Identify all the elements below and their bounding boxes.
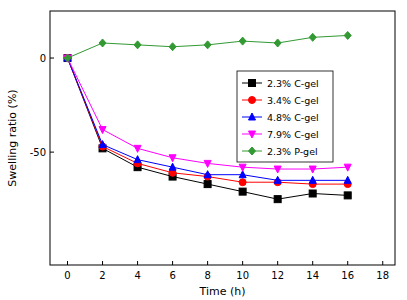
point bbox=[64, 55, 71, 62]
x-tick bbox=[67, 261, 68, 265]
legend-marker bbox=[249, 147, 256, 155]
point bbox=[99, 141, 106, 148]
point bbox=[169, 43, 176, 51]
y-tick-label: -50 bbox=[30, 147, 46, 158]
x-tick bbox=[312, 261, 313, 265]
series-line bbox=[68, 58, 348, 184]
series-line bbox=[68, 58, 348, 199]
point bbox=[169, 155, 176, 162]
x-tick bbox=[137, 261, 138, 265]
y-tick bbox=[50, 152, 54, 153]
point bbox=[134, 145, 141, 152]
y-tick-label: 0 bbox=[40, 53, 46, 64]
point bbox=[344, 176, 351, 183]
x-tick bbox=[242, 261, 243, 265]
x-tick-label: 0 bbox=[64, 270, 70, 281]
x-tick-label: 8 bbox=[204, 270, 210, 281]
point bbox=[134, 41, 141, 49]
legend-label: 4.8% C-gel bbox=[267, 112, 319, 123]
legend-marker bbox=[249, 80, 256, 87]
legend-marker bbox=[249, 131, 256, 138]
y-axis-label: Swelling ratio (%) bbox=[6, 89, 19, 186]
x-tick bbox=[277, 261, 278, 265]
x-tick-label: 18 bbox=[376, 270, 389, 281]
plot-data bbox=[64, 31, 351, 202]
point bbox=[309, 33, 316, 41]
point bbox=[169, 163, 176, 170]
x-tick-label: 2 bbox=[99, 270, 105, 281]
x-tick bbox=[347, 261, 348, 265]
legend-label: 2.3% C-gel bbox=[267, 78, 319, 89]
point bbox=[204, 171, 211, 178]
point bbox=[239, 164, 246, 171]
legend: 2.3% C-gel 3.4% C-gel 4.8% C-gel 7.9% C-gel… bbox=[237, 71, 333, 162]
x-tick bbox=[102, 261, 103, 265]
x-tick-label: 10 bbox=[236, 270, 249, 281]
legend-box bbox=[237, 71, 333, 162]
x-tick-label: 12 bbox=[271, 270, 284, 281]
x-tick bbox=[172, 261, 173, 265]
x-tick bbox=[207, 261, 208, 265]
x-tick-label: 14 bbox=[306, 270, 319, 281]
legend-label: 3.4% C-gel bbox=[267, 95, 319, 106]
x-axis-label: Time (h) bbox=[199, 285, 246, 298]
point bbox=[204, 181, 211, 188]
point bbox=[309, 176, 316, 183]
x-tick bbox=[382, 261, 383, 265]
point bbox=[239, 179, 246, 186]
series-line bbox=[68, 35, 348, 58]
point bbox=[274, 196, 281, 203]
y-tick bbox=[50, 58, 54, 59]
point bbox=[309, 190, 316, 197]
series-line bbox=[68, 58, 348, 180]
point bbox=[64, 54, 71, 62]
point bbox=[239, 188, 246, 195]
x-tick-label: 16 bbox=[341, 270, 354, 281]
point bbox=[344, 31, 351, 39]
x-tick-label: 4 bbox=[134, 270, 140, 281]
point bbox=[239, 37, 246, 45]
point bbox=[64, 55, 71, 62]
point bbox=[274, 176, 281, 183]
point bbox=[99, 127, 106, 134]
point bbox=[99, 39, 106, 47]
point bbox=[64, 55, 71, 62]
legend-marker bbox=[249, 113, 256, 120]
point bbox=[309, 166, 316, 173]
point bbox=[344, 192, 351, 199]
point bbox=[344, 164, 351, 171]
legend-marker bbox=[249, 97, 256, 104]
legend-label: 2.3% P-gel bbox=[267, 146, 318, 157]
x-tick-label: 6 bbox=[169, 270, 175, 281]
plot-frame bbox=[50, 11, 395, 265]
legend-label: 7.9% C-gel bbox=[267, 129, 319, 140]
point bbox=[274, 39, 281, 47]
point bbox=[134, 156, 141, 163]
series-line bbox=[68, 58, 348, 169]
point bbox=[204, 41, 211, 49]
point bbox=[64, 54, 71, 61]
point bbox=[204, 160, 211, 167]
point bbox=[274, 166, 281, 173]
